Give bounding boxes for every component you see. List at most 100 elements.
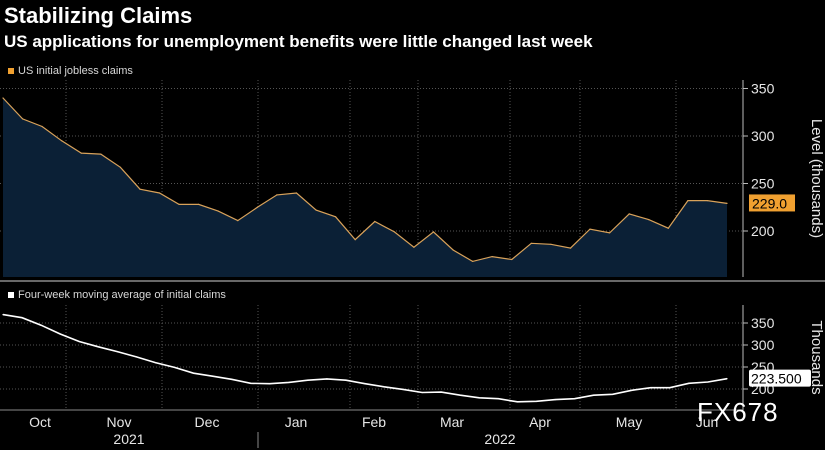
ytick-label-0-1: 250 (751, 176, 775, 192)
claims-point-13 (256, 206, 258, 208)
watermark-text: FX678 (697, 397, 779, 427)
ma-point-26 (497, 398, 499, 400)
claims-point-1 (22, 118, 24, 120)
claims-point-26 (511, 258, 513, 261)
last-value-label-claims: 229.0 (752, 195, 787, 211)
ma-point-15 (288, 381, 290, 383)
ytick-label-1-3: 350 (751, 315, 775, 331)
ma-point-37 (707, 381, 709, 383)
last-value-box-claims (749, 194, 795, 212)
ma-point-33 (631, 389, 633, 391)
y-axis-title-0: Level (thousands) (808, 119, 825, 238)
ma-point-7 (135, 356, 137, 358)
claims-point-9 (178, 203, 180, 205)
ma-point-19 (364, 383, 366, 385)
claims-point-34 (667, 227, 669, 229)
claims-point-20 (393, 231, 395, 233)
ma-point-12 (231, 378, 233, 380)
claims-point-37 (726, 202, 728, 204)
ma-point-21 (402, 388, 404, 390)
ma-point-3 (59, 333, 61, 335)
ytick-label-0-2: 300 (751, 128, 775, 144)
ma-point-34 (650, 387, 652, 389)
claims-point-6 (119, 166, 121, 168)
ma-point-14 (269, 383, 271, 385)
legend-initial-claims: US initial jobless claims (8, 65, 133, 77)
x-month-label-5: Mar (440, 414, 464, 430)
ma-point-13 (250, 382, 252, 384)
legend-swatch-orange (8, 68, 14, 74)
claims-area-fill (3, 98, 727, 277)
ma-point-35 (669, 387, 671, 389)
claims-point-8 (158, 192, 161, 194)
claims-point-15 (295, 192, 298, 194)
claims-point-22 (432, 231, 435, 233)
claims-point-0 (2, 97, 4, 99)
claims-point-32 (628, 213, 630, 215)
legend-label-moving-average: Four-week moving average of initial clai… (18, 289, 226, 301)
claims-point-36 (706, 200, 709, 202)
claims-point-18 (354, 239, 356, 241)
ma-point-6 (116, 351, 118, 353)
claims-point-5 (100, 153, 102, 155)
claims-point-10 (198, 203, 200, 205)
claims-point-12 (237, 220, 239, 222)
legend-label-initial-claims: US initial jobless claims (18, 65, 133, 77)
legend-moving-average: Four-week moving average of initial clai… (8, 289, 226, 301)
ma-point-1 (21, 317, 23, 319)
claims-point-2 (41, 125, 43, 128)
ma-point-29 (554, 399, 557, 401)
claims-point-14 (276, 194, 278, 196)
ytick-label-0-0: 200 (751, 223, 775, 239)
ma-point-24 (459, 394, 461, 396)
ma-point-8 (154, 362, 156, 364)
legend-swatch-white (8, 292, 14, 298)
claims-point-25 (491, 256, 493, 258)
ma-point-2 (40, 324, 42, 326)
claims-point-4 (80, 152, 82, 154)
x-month-label-7: May (616, 414, 642, 430)
claims-point-27 (530, 242, 532, 244)
ma-point-31 (593, 394, 595, 396)
x-year-label-2021: 2021 (113, 431, 144, 447)
ma-point-5 (97, 346, 99, 348)
claims-point-17 (335, 216, 337, 218)
ma-point-22 (421, 391, 423, 394)
ma-point-28 (535, 400, 538, 402)
x-month-label-8: Jun (696, 414, 719, 430)
ma-point-20 (383, 386, 385, 388)
claims-point-30 (589, 228, 591, 230)
x-month-label-2: Dec (195, 414, 220, 430)
ma-point-23 (440, 391, 442, 393)
claims-point-23 (452, 249, 454, 251)
claims-point-24 (472, 260, 474, 262)
ma-point-4 (78, 340, 80, 343)
x-month-label-6: Apr (529, 414, 551, 430)
claims-point-11 (217, 210, 219, 212)
claims-point-7 (139, 188, 141, 190)
ma-point-18 (345, 379, 347, 381)
y-axis-title-1: Thousands (808, 320, 825, 394)
ma-point-27 (516, 401, 519, 403)
x-month-label-1: Nov (107, 414, 132, 430)
claims-point-33 (648, 219, 650, 221)
ma-point-10 (192, 372, 195, 374)
chart-subtitle: US applications for unemployment benefit… (4, 32, 593, 51)
ytick-label-0-3: 350 (751, 81, 775, 97)
claims-point-35 (687, 200, 689, 202)
ma-point-38 (726, 378, 728, 380)
claims-point-31 (609, 232, 611, 234)
x-month-label-4: Feb (362, 414, 386, 430)
ma-point-0 (2, 314, 4, 316)
claims-point-28 (550, 243, 552, 245)
ytick-label-1-2: 300 (751, 337, 775, 353)
ma-point-30 (574, 398, 576, 400)
ma-point-17 (326, 378, 328, 380)
claims-point-29 (569, 247, 572, 249)
ma-point-25 (478, 397, 480, 399)
ma-point-16 (307, 379, 309, 381)
claims-point-3 (61, 140, 63, 142)
claims-point-19 (374, 220, 376, 223)
last-value-label-ma: 223.500 (751, 371, 802, 387)
